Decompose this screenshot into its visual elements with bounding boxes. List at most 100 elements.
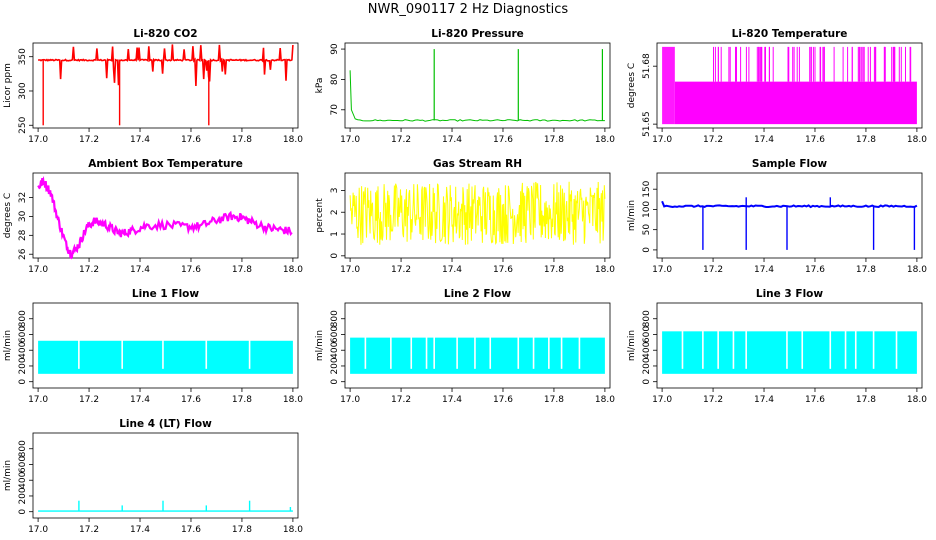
ambient-temperature-series bbox=[37, 175, 293, 260]
y-tick-label: 50 bbox=[642, 224, 652, 236]
plot-frame bbox=[344, 302, 611, 389]
y-tick-label: 2 bbox=[330, 209, 340, 215]
chart-title: Line 3 Flow bbox=[756, 288, 823, 300]
x-tick-label: 18.0 bbox=[283, 135, 303, 145]
y-tick-label: 51.65 bbox=[642, 111, 652, 137]
x-tick-label: 17.8 bbox=[856, 135, 876, 145]
x-tick-label: 17.2 bbox=[391, 395, 411, 405]
flow-gap bbox=[78, 339, 80, 369]
flow-gap bbox=[872, 330, 875, 369]
flow-gap bbox=[548, 336, 550, 369]
y-tick-label: 800 bbox=[330, 310, 340, 327]
flow-gap bbox=[895, 330, 898, 369]
x-tick-label: 17.2 bbox=[79, 135, 99, 145]
y-tick-label: 100 bbox=[642, 201, 652, 218]
y-tick-label: 0 bbox=[642, 247, 652, 253]
x-tick-label: 17.4 bbox=[754, 135, 774, 145]
flow-gap bbox=[702, 330, 704, 369]
x-tick-label: 18.0 bbox=[595, 265, 615, 275]
x-tick-label: 17.6 bbox=[181, 525, 201, 535]
flow-gap bbox=[489, 336, 492, 369]
x-tick-label: 17.0 bbox=[652, 395, 672, 405]
chart-panel-1: Li-820 CO2 Licor ppm 17.0 17.2 17.4 17.6 17.8 1… bbox=[3, 28, 303, 145]
co2-series bbox=[38, 44, 294, 87]
y-tick-label: 800 bbox=[18, 440, 28, 457]
y-tick-label: 28 bbox=[18, 229, 28, 241]
x-tick-label: 18.0 bbox=[907, 395, 927, 405]
chart-title: Line 4 (LT) Flow bbox=[119, 418, 212, 430]
x-tick-label: 17.4 bbox=[130, 525, 150, 535]
y-tick-label: 600 bbox=[330, 326, 340, 343]
x-tick-label: 17.4 bbox=[754, 265, 774, 275]
flow-gap bbox=[517, 336, 520, 369]
y-tick-label: 26 bbox=[18, 248, 28, 260]
y-tick-label: 1 bbox=[330, 231, 340, 237]
x-tick-label: 17.4 bbox=[442, 265, 462, 275]
y-axis-label: degrees C bbox=[627, 63, 637, 108]
x-tick-label: 17.4 bbox=[130, 265, 150, 275]
chart-panel-10: Line 4 (LT) Flow ml/min 17.0 17.2 17.4 17.6 17… bbox=[3, 418, 303, 535]
y-axis-label: ml/min bbox=[3, 330, 13, 361]
chart-panel-8: Line 2 Flow ml/min 17.0 17.2 17.4 17.6 17.8 18.… bbox=[315, 288, 615, 405]
flow-gap bbox=[844, 330, 847, 369]
x-tick-label: 17.4 bbox=[442, 395, 462, 405]
y-tick-label: 400 bbox=[18, 471, 28, 488]
x-tick-label: 17.2 bbox=[703, 395, 723, 405]
x-tick-label: 17.6 bbox=[493, 395, 513, 405]
x-tick-label: 17.6 bbox=[493, 135, 513, 145]
y-axis-label: ml/min bbox=[627, 200, 637, 231]
chart-panel-6: Sample Flow ml/min 17.0 17.2 17.4 17.6 17.8 18.… bbox=[627, 158, 927, 275]
x-tick-label: 17.0 bbox=[652, 265, 672, 275]
y-tick-label: 200 bbox=[18, 487, 28, 504]
flow-band bbox=[662, 331, 917, 374]
x-tick-label: 17.0 bbox=[28, 525, 48, 535]
x-tick-label: 17.4 bbox=[130, 395, 150, 405]
flow-gap bbox=[732, 330, 735, 369]
flow-gap bbox=[681, 330, 684, 369]
chart-title: Li-820 Temperature bbox=[732, 28, 848, 40]
pressure-series bbox=[349, 70, 605, 122]
x-tick-label: 18.0 bbox=[283, 525, 303, 535]
x-tick-label: 17.0 bbox=[652, 135, 672, 145]
y-tick-label: 3 bbox=[330, 188, 340, 194]
x-tick-label: 17.6 bbox=[805, 265, 825, 275]
x-tick-label: 17.6 bbox=[181, 265, 201, 275]
x-tick-label: 17.8 bbox=[544, 395, 564, 405]
x-tick-label: 17.4 bbox=[754, 395, 774, 405]
x-tick-label: 17.8 bbox=[544, 265, 564, 275]
plot-frame bbox=[32, 42, 299, 129]
chart-title: Ambient Box Temperature bbox=[88, 158, 243, 170]
x-tick-label: 17.6 bbox=[805, 395, 825, 405]
y-tick-label: 300 bbox=[18, 82, 28, 99]
y-tick-label: 70 bbox=[330, 104, 340, 116]
y-tick-label: 32 bbox=[18, 192, 28, 203]
flow-gap bbox=[532, 336, 535, 369]
y-axis-label: ml/min bbox=[315, 330, 325, 361]
plot-frame bbox=[32, 302, 299, 389]
chart-panel-4: Ambient Box Temperature degrees C 17.0 17.2… bbox=[3, 158, 303, 275]
x-tick-label: 17.2 bbox=[391, 135, 411, 145]
x-tick-label: 18.0 bbox=[595, 395, 615, 405]
y-tick-label: 51.68 bbox=[642, 53, 652, 79]
y-tick-label: 0 bbox=[330, 253, 340, 259]
flow-gap bbox=[578, 336, 581, 369]
sample-flow-series bbox=[661, 200, 918, 209]
flow-gap bbox=[433, 336, 435, 369]
plot-frame bbox=[344, 172, 611, 259]
flow-gap bbox=[854, 330, 857, 369]
x-tick-label: 17.4 bbox=[442, 135, 462, 145]
temperature-band bbox=[674, 81, 917, 125]
flow-gap bbox=[162, 339, 164, 369]
x-tick-label: 18.0 bbox=[283, 395, 303, 405]
x-tick-label: 17.8 bbox=[856, 265, 876, 275]
x-tick-label: 17.8 bbox=[232, 395, 252, 405]
flow-gap bbox=[364, 336, 367, 369]
plot-frame bbox=[656, 172, 923, 259]
y-tick-label: 200 bbox=[18, 357, 28, 374]
x-tick-label: 18.0 bbox=[283, 265, 303, 275]
x-tick-label: 17.8 bbox=[856, 395, 876, 405]
chart-title: Line 2 Flow bbox=[444, 288, 511, 300]
x-tick-label: 17.8 bbox=[544, 135, 564, 145]
x-tick-label: 17.0 bbox=[340, 265, 360, 275]
